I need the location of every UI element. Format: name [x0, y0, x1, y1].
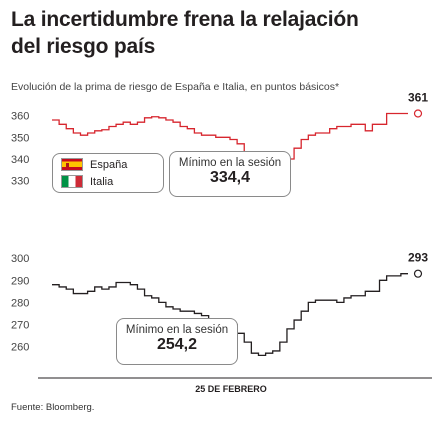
italy-flag-icon [61, 175, 83, 188]
min-spain-box: Mínimo en la sesión 334,4 [169, 151, 291, 197]
y-tick-label: 270 [11, 319, 29, 331]
y-tick-label: 350 [11, 132, 29, 144]
min-italy-box: Mínimo en la sesión 254,2 [116, 318, 238, 365]
y-tick-label: 340 [11, 154, 29, 166]
min-italy-label: Mínimo en la sesión [125, 324, 229, 336]
y-tick-label: 260 [11, 342, 29, 354]
y-tick-label: 290 [11, 275, 29, 287]
min-spain-value: 334,4 [209, 169, 251, 186]
legend-label-italy: Italia [90, 175, 114, 188]
series-line-spain [52, 112, 408, 171]
spain-flag-icon [61, 158, 83, 171]
end-point-marker [413, 109, 423, 118]
source-note: Fuente: Bloomberg. [11, 402, 95, 413]
legend-item-spain: España [61, 158, 127, 171]
end-value-label: 361 [408, 91, 428, 105]
y-tick-label: 300 [11, 253, 29, 265]
min-italy-value: 254,2 [156, 336, 198, 353]
y-tick-label: 330 [11, 176, 29, 188]
y-tick-label: 280 [11, 297, 29, 309]
x-axis-date-label: 25 DE FEBRERO [195, 384, 267, 394]
y-tick-label: 360 [11, 111, 29, 123]
legend-item-italy: Italia [61, 175, 113, 188]
min-spain-label: Mínimo en la sesión [178, 157, 282, 169]
end-point-marker [413, 269, 423, 278]
chart-subtitle: Evolución de la prima de riesgo de Españ… [11, 81, 340, 93]
end-value-label: 293 [408, 251, 428, 265]
legend: España Italia [52, 153, 164, 193]
headline: La incertidumbre frena la relajación del … [11, 8, 359, 58]
legend-label-spain: España [90, 158, 128, 171]
